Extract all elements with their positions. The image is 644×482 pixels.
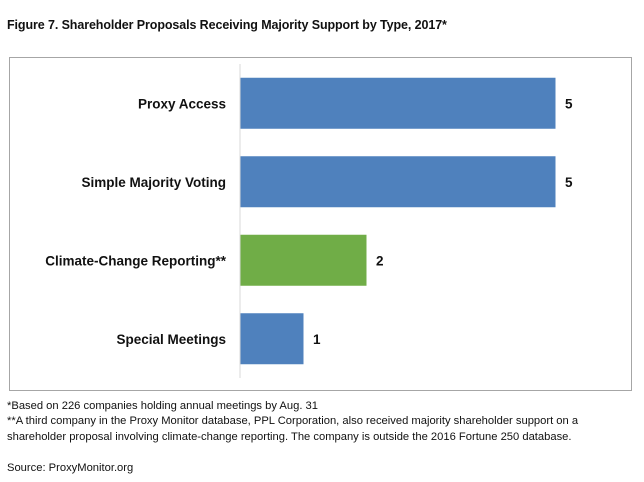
bar <box>240 313 304 365</box>
data-label: 5 <box>565 175 573 190</box>
source-note: Source: ProxyMonitor.org <box>7 462 134 474</box>
bar <box>240 234 367 286</box>
footnote-1: *Based on 226 companies holding annual m… <box>7 400 318 412</box>
chart-frame: Proxy Access 5 Simple Majority Voting 5 Clim… <box>9 57 632 391</box>
category-label: Proxy Access <box>138 96 226 111</box>
bar-chart: Proxy Access 5 Simple Majority Voting 5 Clim… <box>45 64 573 378</box>
bar <box>240 156 556 208</box>
data-label: 1 <box>313 332 321 347</box>
data-label: 5 <box>565 96 573 111</box>
data-label: 2 <box>376 253 384 268</box>
category-label: Special Meetings <box>116 332 226 347</box>
bar <box>240 77 556 129</box>
category-label: Climate-Change Reporting** <box>45 253 227 268</box>
chart-title: Figure 7. Shareholder Proposals Receivin… <box>7 18 447 32</box>
category-label: Simple Majority Voting <box>81 175 226 190</box>
footnote-2: **A third company in the Proxy Monitor d… <box>7 415 579 443</box>
